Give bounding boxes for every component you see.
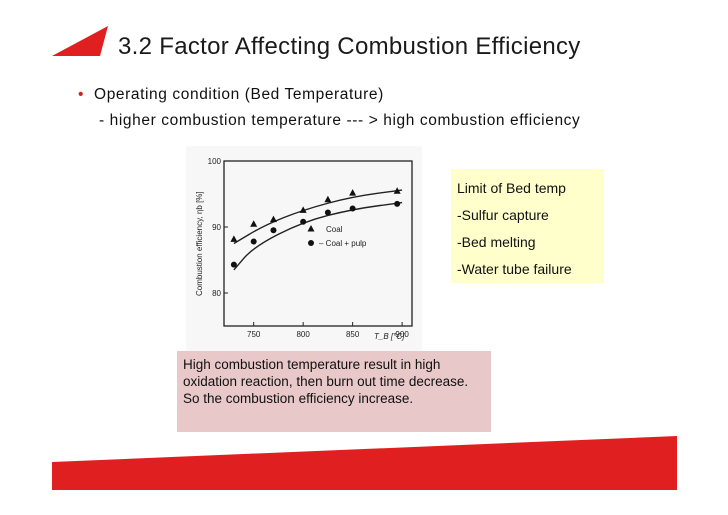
data-point-circle xyxy=(300,218,307,225)
fit-curve-circle xyxy=(233,201,403,271)
data-point-triangle xyxy=(393,187,401,194)
plot-frame xyxy=(223,160,413,327)
y-axis-label: Combustion efficiency, ηb [%] xyxy=(195,191,204,296)
data-point-triangle xyxy=(269,215,277,223)
legend-marker-triangle xyxy=(307,225,315,232)
footer-stripe-shape xyxy=(52,436,677,490)
logo-triangle-shape xyxy=(52,26,108,56)
efficiency-chart: 750 800 850 900 80 90 100 Combustion efficienc… xyxy=(195,157,413,341)
fit-curve-triangle xyxy=(233,189,403,245)
chart-container: 750 800 850 900 80 90 100 Combustion efficienc… xyxy=(186,146,422,356)
y-tick-label: 80 xyxy=(212,289,221,298)
x-tick-label: 850 xyxy=(346,330,360,339)
x-axis-label: T_B [°C] xyxy=(374,332,405,341)
x-tick-label: 750 xyxy=(247,330,261,339)
y-tick-label: 90 xyxy=(212,223,221,232)
data-point-triangle xyxy=(299,206,307,213)
data-point-circle xyxy=(270,227,277,234)
x-tick-label: 900 xyxy=(395,330,409,339)
data-point-circle xyxy=(250,238,257,245)
data-point-triangle xyxy=(324,195,332,203)
limit-item: -Water tube failure xyxy=(457,261,572,277)
legend-label: – Coal + pulp xyxy=(319,239,367,248)
legend-label: Coal xyxy=(326,225,343,234)
limit-box: Limit of Bed temp -Sulfur capture -Bed m… xyxy=(451,169,604,283)
data-point-circle xyxy=(230,261,237,268)
bullet-dot-icon: • xyxy=(78,86,85,103)
data-point-circle xyxy=(349,205,356,212)
y-tick-label: 100 xyxy=(208,157,222,166)
data-point-circle xyxy=(394,200,401,207)
legend-marker-circle xyxy=(308,240,314,246)
footer-bar xyxy=(52,436,677,490)
slide-title: 3.2 Factor Affecting Combustion Efficien… xyxy=(118,33,581,60)
limit-title: Limit of Bed temp xyxy=(457,180,566,196)
logo-red-triangle xyxy=(52,26,108,56)
bullet-text: Operating condition (Bed Temperature) xyxy=(94,86,384,103)
x-tick-label: 800 xyxy=(296,330,310,339)
data-point-triangle xyxy=(250,220,258,227)
limit-item: -Bed melting xyxy=(457,234,536,250)
sub-bullet-text: - higher combustion temperature --- > hi… xyxy=(99,112,581,129)
limit-item: -Sulfur capture xyxy=(457,207,549,223)
note-box: High combustion temperature result in hi… xyxy=(177,351,491,432)
data-point-triangle xyxy=(230,235,238,242)
bullet-item: • Operating condition (Bed Temperature) xyxy=(78,86,384,104)
data-point-triangle xyxy=(349,189,357,196)
data-point-circle xyxy=(324,209,331,216)
